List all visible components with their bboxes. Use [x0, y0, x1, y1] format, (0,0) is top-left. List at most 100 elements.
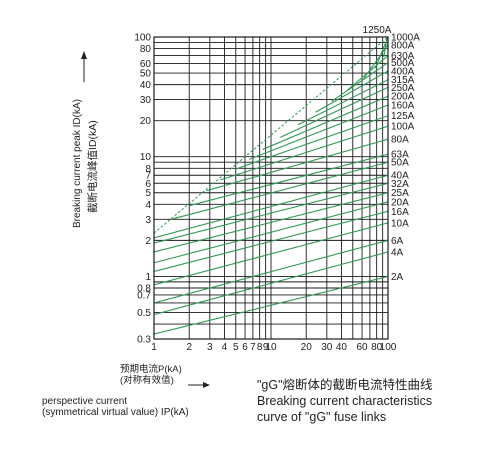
- x-tick-label: 80: [371, 342, 383, 353]
- series-line-32a: [154, 182, 388, 244]
- y-tick-label: 5: [145, 188, 151, 199]
- series-label-16a: 16A: [391, 207, 409, 218]
- series-line-16a: [154, 210, 388, 272]
- series-label-50a: 50A: [391, 158, 409, 169]
- series-label-315a: 315A: [391, 75, 415, 86]
- series-line-250a: [280, 86, 388, 138]
- chart-caption: "gG"熔断体的截断电流特性曲线 Breaking current charac…: [257, 377, 433, 425]
- y-tick-label: 6: [145, 179, 151, 190]
- x-tick-label: 3: [207, 342, 213, 353]
- series-label-1000a: 1000A: [391, 33, 420, 44]
- y-tick-label: 0.3: [137, 335, 151, 346]
- series-label-200a: 200A: [391, 92, 415, 103]
- series-label-6a: 6A: [391, 236, 404, 247]
- series-line-315a: [297, 79, 388, 126]
- y-tick-label: 2: [145, 236, 151, 247]
- y-tick-label: 50: [140, 69, 152, 80]
- series-label-250a: 250A: [391, 83, 415, 94]
- y-tick-label: 80: [140, 44, 152, 55]
- series-line-6a: [154, 239, 388, 304]
- series-label-500a: 500A: [391, 58, 415, 69]
- fuse-curves: [154, 37, 388, 335]
- y-tick-label: 4: [145, 200, 151, 211]
- series-line-40a: [154, 174, 388, 239]
- series-label-630a: 630A: [391, 51, 415, 62]
- y-axis-label-en: Breaking current peak ID(kA): [72, 99, 83, 228]
- x-axis-label-cn-line1: 预期电流P(kA): [120, 364, 182, 375]
- series-label-100a: 100A: [391, 122, 415, 133]
- series-line-63a: [189, 153, 388, 207]
- y-tick-label: 40: [140, 80, 152, 91]
- series-line-500a: [331, 62, 388, 102]
- y-tick-label: 20: [140, 116, 152, 127]
- series-label-32a: 32A: [391, 179, 409, 190]
- x-tick-label: 6: [242, 342, 248, 353]
- series-label-10a: 10A: [391, 218, 409, 229]
- series-label-160a: 160A: [391, 101, 415, 112]
- series-line-20a: [154, 201, 388, 264]
- y-tick-label: 0.8: [137, 284, 151, 295]
- x-tick-label: 5: [233, 342, 239, 353]
- x-tick-label: 30: [321, 342, 333, 353]
- y-tick-label: 8: [145, 164, 151, 175]
- x-tick-label: 9: [263, 342, 269, 353]
- series-label-125a: 125A: [391, 111, 415, 122]
- x-axis-arrow: [188, 382, 210, 388]
- series-label-800a: 800A: [391, 40, 415, 51]
- x-tick-label: 1: [151, 342, 157, 353]
- series-line-50a: [170, 161, 388, 220]
- x-tick-label: 60: [356, 342, 368, 353]
- x-tick-label: 10: [265, 342, 277, 353]
- series-label-400a: 400A: [391, 66, 415, 77]
- x-axis-label-en-line2: (symmetrical virtual value) IP(kA): [42, 407, 189, 418]
- y-tick-label: 1: [145, 272, 151, 283]
- y-tick-label: 0.5: [137, 308, 151, 319]
- series-line-4a: [154, 251, 388, 316]
- series-line-160a: [248, 104, 388, 160]
- series-label-2a: 2A: [391, 272, 404, 283]
- x-axis-label-cn-line2: (对称有效值): [120, 375, 174, 386]
- series-label-1250a: 1250A: [363, 25, 392, 36]
- envelope-line: [154, 37, 388, 234]
- caption-en-line2: curve of "gG" fuse links: [257, 410, 387, 424]
- y-tick-label: 100: [134, 33, 151, 44]
- x-tick-label: 20: [301, 342, 313, 353]
- series-label-4a: 4A: [391, 247, 404, 258]
- y-axis-arrow: [81, 51, 87, 82]
- x-tick-label: 40: [336, 342, 348, 353]
- series-labels: 2A4A6A10A16A20A25A32A40A50A63A80A100A125…: [363, 25, 421, 283]
- series-label-40a: 40A: [391, 171, 409, 182]
- caption-en-line1: Breaking current characteristics: [257, 394, 433, 408]
- plot-frame: [153, 36, 389, 340]
- y-tick-label: 10: [140, 152, 152, 163]
- y-axis-label-cn: 截断电流峰值ID(kA): [86, 120, 99, 213]
- x-axis-label-cn: 预期电流P(kA) (对称有效值): [120, 364, 182, 386]
- y-tick-label: 3: [145, 215, 151, 226]
- y-tick-label: 7: [145, 171, 151, 182]
- y-tick-label: 0.7: [137, 290, 151, 301]
- series-line-800a: [363, 44, 388, 79]
- y-tick-label: 60: [140, 59, 152, 70]
- series-line-80a: [206, 138, 388, 192]
- series-label-63a: 63A: [391, 150, 409, 161]
- y-tick-label: 30: [140, 95, 152, 106]
- series-line-10a: [154, 222, 388, 286]
- series-line-125a: [235, 115, 388, 170]
- caption-cn: "gG"熔断体的截断电流特性曲线: [257, 378, 433, 392]
- x-tick-label: 4: [222, 342, 228, 353]
- series-label-80a: 80A: [391, 135, 409, 146]
- x-tick-label: 7: [250, 342, 256, 353]
- x-axis-label-en-line1: perspective current: [42, 396, 128, 407]
- x-tick-label: 100: [380, 342, 397, 353]
- series-line-200a: [262, 95, 388, 150]
- series-line-400a: [315, 70, 388, 113]
- series-label-25a: 25A: [391, 188, 409, 199]
- x-tick-label: 2: [186, 342, 192, 353]
- x-tick-label: 8: [257, 342, 263, 353]
- series-label-20a: 20A: [391, 197, 409, 208]
- x-axis-label-en: perspective current (symmetrical virtual…: [42, 396, 189, 418]
- series-line-25a: [154, 192, 388, 253]
